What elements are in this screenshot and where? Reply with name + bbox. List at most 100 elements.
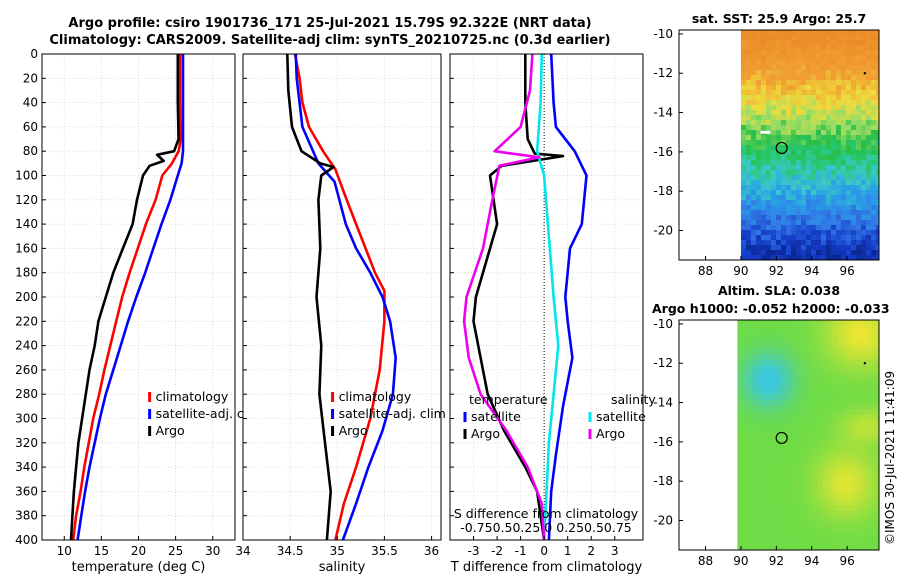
sla-map-subtitle: Argo h1000: -0.052 h2000: -0.033 xyxy=(652,301,890,316)
figure-title-line1: Argo profile: csiro 1901736_171 25-Jul-2… xyxy=(68,16,592,31)
legend-label: climatology xyxy=(156,389,229,404)
temperature-plot: 0 20 40 60 80 100 120 140 160 180 200 220 240 260 280 3… xyxy=(15,47,263,575)
series-line-satellite-adj-clim xyxy=(76,54,185,541)
y-tick-label: 140 xyxy=(15,217,38,231)
series-line-satellite-adj-clim xyxy=(294,53,398,541)
map-x-tick-label: 92 xyxy=(769,554,784,568)
secondary-x-axis-label: S difference from climatology xyxy=(454,506,639,521)
map-x-tick-label: 94 xyxy=(804,264,819,278)
argo-position-marker xyxy=(775,431,788,445)
y-tick-label: 300 xyxy=(15,412,38,426)
legend-title-salinity: salinity xyxy=(611,392,656,407)
map-y-tick-label: -18 xyxy=(653,474,673,488)
watermark-text: ©IMOS 30-Jul-2021 11:41:09 xyxy=(883,371,897,545)
map-y-tick-label: -12 xyxy=(653,66,673,80)
legend-label: Argo xyxy=(596,426,625,441)
series-line-salinity-satellite xyxy=(535,53,560,541)
legend-label: Argo xyxy=(471,426,500,441)
legend-label: Argo xyxy=(339,423,368,438)
map-y-tick-label: -14 xyxy=(653,106,673,120)
argo-position-marker xyxy=(775,141,788,155)
y-tick-label: 60 xyxy=(23,120,38,134)
sst-map-heatmap-cells xyxy=(740,30,879,260)
x-tick-label: 30 xyxy=(205,544,220,558)
y-tick-label: 80 xyxy=(23,144,38,158)
legend-label: satellite xyxy=(471,409,521,424)
x-tick-label: 3 xyxy=(611,544,619,558)
series-line-temperature-satellite xyxy=(547,53,588,541)
legend-label: satellite-adj. clim xyxy=(156,406,263,421)
x-tick-label: -2 xyxy=(491,544,503,558)
y-tick-label: 320 xyxy=(15,436,38,450)
sst-map-frame xyxy=(678,29,880,261)
x-tick-label: 1 xyxy=(564,544,572,558)
x-tick-label: 34.5 xyxy=(277,544,304,558)
x-tick-label: 36 xyxy=(424,544,439,558)
profile-track-marker xyxy=(760,130,771,134)
legend-label: satellite-adj. clim xyxy=(339,406,446,421)
sst-map: 88 90 92 94 96 -10 -12 -14 -16 -18 -20 sat. SST: 25… xyxy=(653,11,880,278)
y-tick-label: 0 xyxy=(30,47,38,61)
reference-dot xyxy=(863,72,867,75)
y-tick-label: 100 xyxy=(15,169,38,183)
legend-label: satellite xyxy=(596,409,646,424)
y-tick-label: 40 xyxy=(23,96,38,110)
map-y-tick-label: -10 xyxy=(653,27,673,41)
y-tick-label: 180 xyxy=(15,266,38,280)
x-tick-label: 35 xyxy=(330,544,345,558)
x-tick-label: 10 xyxy=(57,544,72,558)
x-tick-label: 0 xyxy=(540,544,548,558)
map-y-tick-label: -16 xyxy=(653,145,673,159)
series-line-climatology xyxy=(71,54,183,541)
legend-title-temperature: temperature xyxy=(469,392,548,407)
map-y-tick-label: -20 xyxy=(653,224,673,238)
map-x-tick-label: 90 xyxy=(733,264,748,278)
y-tick-label: 400 xyxy=(15,533,38,547)
series-line-argo xyxy=(69,54,180,541)
map-y-tick-label: -16 xyxy=(653,435,673,449)
x-tick-label: 15 xyxy=(94,544,109,558)
sla-map: 88 90 92 94 96 -10 -12 -14 -16 -18 -20 Altim. SLA: … xyxy=(652,283,890,568)
series-line-climatology xyxy=(293,53,386,541)
y-tick-label: 240 xyxy=(15,339,38,353)
series-line-salinity-argo xyxy=(462,53,546,541)
legend-label: Argo xyxy=(156,423,185,438)
y-tick-label: 380 xyxy=(15,509,38,523)
y-tick-label: 360 xyxy=(15,484,38,498)
map-y-tick-label: -20 xyxy=(653,514,673,528)
x-tick-label: 35.5 xyxy=(371,544,398,558)
reference-dot xyxy=(863,362,867,365)
y-tick-label: 280 xyxy=(15,387,38,401)
map-x-tick-label: 90 xyxy=(733,554,748,568)
map-y-tick-label: -14 xyxy=(653,396,673,410)
map-x-tick-label: 96 xyxy=(840,554,855,568)
y-tick-label: 340 xyxy=(15,460,38,474)
map-x-tick-label: 94 xyxy=(804,554,819,568)
x-tick-label: -1 xyxy=(515,544,527,558)
map-x-tick-label: 88 xyxy=(698,554,713,568)
y-tick-label: 20 xyxy=(23,71,38,85)
x-tick-label: 20 xyxy=(131,544,146,558)
salinity-plot: 34 34.5 35 35.5 36 salinity climatology satelli… xyxy=(235,53,446,575)
secondary-x-tick-labels: -0.750.50.25 0 0.250.50.75 xyxy=(460,520,632,535)
sla-map-heatmap-cells xyxy=(737,320,879,550)
y-tick-label: 120 xyxy=(15,193,38,207)
series-line-argo xyxy=(286,53,335,541)
sla-map-frame xyxy=(678,319,880,551)
sla-map-title: Altim. SLA: 0.038 xyxy=(718,283,840,298)
map-x-tick-label: 96 xyxy=(840,264,855,278)
x-tick-label: 25 xyxy=(168,544,183,558)
x-axis-label: temperature (deg C) xyxy=(72,560,206,575)
y-tick-label: 160 xyxy=(15,241,38,255)
map-y-tick-label: -12 xyxy=(653,356,673,370)
map-x-tick-label: 92 xyxy=(769,264,784,278)
sst-map-title: sat. SST: 25.9 Argo: 25.7 xyxy=(692,11,866,26)
legend-label: climatology xyxy=(339,389,412,404)
y-tick-label: 200 xyxy=(15,290,38,304)
y-tick-label: 260 xyxy=(15,363,38,377)
x-tick-label: -3 xyxy=(468,544,480,558)
map-y-tick-label: -18 xyxy=(653,184,673,198)
x-tick-label: 2 xyxy=(587,544,595,558)
x-axis-label: T difference from climatology xyxy=(450,560,643,575)
